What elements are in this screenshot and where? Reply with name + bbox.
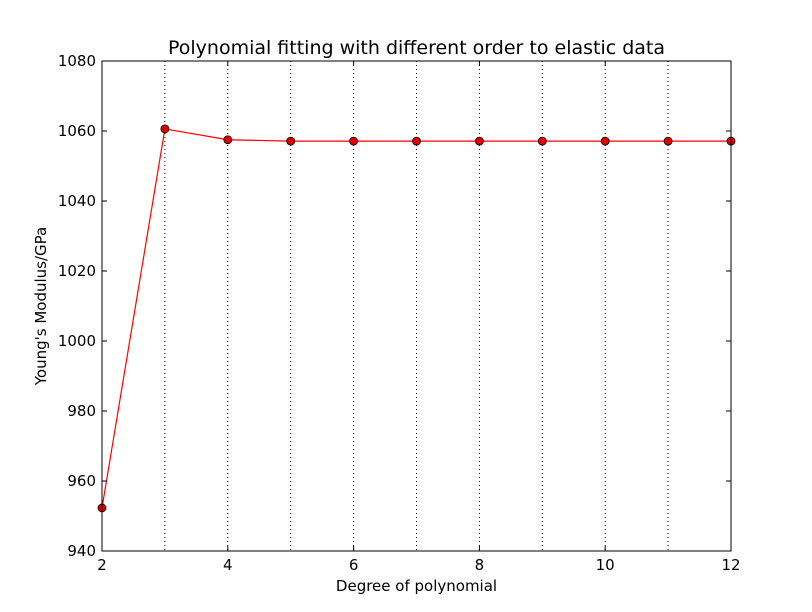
data-point [286,136,296,146]
y-tick-label: 1040 [58,192,96,210]
grid [164,61,669,551]
x-tick-label: 8 [475,556,485,574]
y-tick-label: 1060 [58,122,96,140]
x-tick-label: 2 [97,556,107,574]
ticks: 2 4 6 8 10 12 940 960 980 1000 1020 1040 1060 1080 [58,52,741,574]
plot-area-frame [101,60,732,552]
chart-title: Polynomial fitting with different order … [168,37,665,59]
x-axis-label: Degree of polynomial [336,577,497,595]
x-tick-label: 12 [721,556,740,574]
y-tick-label: 1000 [58,332,96,350]
y-axis-label: Young's Modulus/GPa [32,227,50,386]
x-tick-label: 10 [596,556,615,574]
x-tick-label: 4 [223,556,233,574]
data-point [412,136,421,146]
data-point [160,124,170,134]
data-point [537,136,547,146]
series-layer [97,124,736,513]
data-point [474,136,484,146]
data-point [349,136,359,146]
y-tick-label: 1020 [58,262,96,280]
y-tick-label: 980 [67,402,96,420]
y-tick-label: 960 [67,472,96,490]
y-tick-label: 940 [67,542,96,560]
data-point [223,135,233,145]
data-point [663,136,673,146]
y-tick-label: 1080 [58,52,96,70]
x-tick-label: 6 [349,556,359,574]
data-point [600,136,610,146]
